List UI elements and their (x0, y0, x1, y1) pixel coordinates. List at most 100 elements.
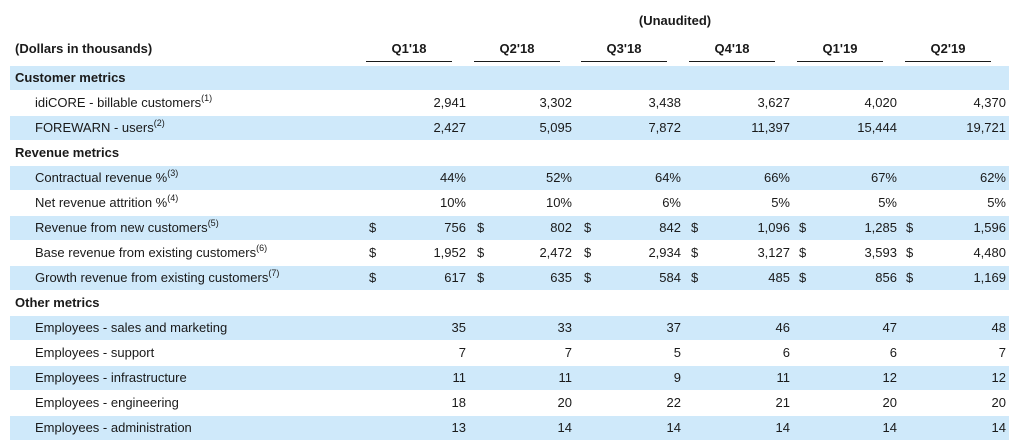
table-cell: 4,020 (864, 95, 897, 110)
table-row: Revenue from new customers(5) $756 $802 $84… (10, 215, 1009, 240)
column-header: Q1'19 (822, 41, 858, 56)
table-row: idiCORE - billable customers(1) 2,941 3,30… (10, 90, 1009, 115)
table-cell: 52% (545, 170, 572, 185)
row-label-text: FOREWARN - users (35, 120, 154, 135)
currency-symbol: $ (369, 220, 377, 235)
column-header-rule (797, 61, 883, 62)
section-header: Customer metrics (10, 65, 1009, 90)
currency-symbol: $ (691, 270, 699, 285)
table-cell: 1,596 (973, 220, 1006, 235)
row-label-text: Contractual revenue % (35, 170, 168, 185)
table-cell: 7,872 (648, 120, 681, 135)
table-cell: 22 (666, 395, 681, 410)
column-header-rule (366, 61, 452, 62)
table-row: FOREWARN - users(2) 2,427 5,095 7,872 11,397… (10, 115, 1009, 140)
row-label: Base revenue from existing customers(6) (35, 241, 267, 265)
table-cell: 67% (870, 170, 897, 185)
table-cell: 21 (775, 395, 790, 410)
currency-symbol: $ (477, 270, 485, 285)
currency-symbol: $ (369, 245, 377, 260)
footnote-marker: (4) (167, 193, 179, 203)
table-cell: 1,096 (757, 220, 790, 235)
table-cell: 46 (775, 320, 790, 335)
table-cell: 3,127 (757, 245, 790, 260)
column-header-rule (689, 61, 775, 62)
currency-symbol: $ (584, 270, 592, 285)
table-cell: 14 (991, 420, 1006, 435)
row-label-text: Net revenue attrition % (35, 195, 168, 210)
row-label: Net revenue attrition %(4) (35, 191, 178, 215)
section-title: Revenue metrics (15, 145, 120, 160)
table-cell: 3,302 (539, 95, 572, 110)
table-cell: 5% (771, 195, 790, 210)
table-cell: 5,095 (539, 120, 572, 135)
table-cell: 10% (439, 195, 466, 210)
column-header-rule (581, 61, 667, 62)
row-label: Employees - infrastructure (35, 366, 187, 390)
row-label: Contractual revenue %(3) (35, 166, 178, 190)
footnote-marker: (3) (167, 168, 179, 178)
footnote-marker: (1) (201, 93, 213, 103)
table-cell: 5% (987, 195, 1006, 210)
row-label: FOREWARN - users(2) (35, 116, 165, 140)
table-cell: 18 (451, 395, 466, 410)
table-cell: 35 (451, 320, 466, 335)
currency-symbol: $ (691, 245, 699, 260)
metrics-table: Customer metrics idiCORE - billable custo… (10, 65, 1009, 440)
table-cell: 1,285 (864, 220, 897, 235)
table-cell: 635 (550, 270, 572, 285)
column-header-rule (905, 61, 991, 62)
table-cell: 856 (875, 270, 897, 285)
currency-symbol: $ (477, 245, 485, 260)
table-cell: 10% (545, 195, 572, 210)
section-header: Revenue metrics (10, 140, 1009, 165)
table-cell: 11,397 (751, 120, 790, 135)
table-cell: 66% (763, 170, 790, 185)
table-cell: 64% (654, 170, 681, 185)
table-row: Net revenue attrition %(4) 10% 10% 6% 5% 5% 5% (10, 190, 1009, 215)
table-cell: 7 (998, 345, 1006, 360)
currency-symbol: $ (906, 220, 914, 235)
table-cell: 7 (564, 345, 572, 360)
row-label-text: Base revenue from existing customers (35, 245, 257, 260)
row-label-text: idiCORE - billable customers (35, 95, 202, 110)
table-cell: 2,941 (433, 95, 466, 110)
table-cell: 62% (979, 170, 1006, 185)
table-cell: 14 (775, 420, 790, 435)
table-cell: 12 (991, 370, 1006, 385)
table-row: Contractual revenue %(3) 44% 52% 64% 66% 67% 6… (10, 165, 1009, 190)
row-label-text: Employees - sales and marketing (35, 320, 228, 335)
row-label: Employees - engineering (35, 391, 179, 415)
table-row: Employees - support 7 7 5 6 6 7 (10, 340, 1009, 365)
table-cell: 3,593 (864, 245, 897, 260)
footnote-marker: (7) (268, 268, 280, 278)
column-header: Q1'18 (391, 41, 427, 56)
table-cell: 2,934 (648, 245, 681, 260)
row-label: Employees - support (35, 341, 154, 365)
currency-symbol: $ (906, 245, 914, 260)
table-cell: 2,472 (539, 245, 572, 260)
currency-symbol: $ (799, 245, 807, 260)
currency-symbol: $ (584, 220, 592, 235)
unit-label: (Dollars in thousands) (15, 41, 153, 56)
table-cell: 14 (557, 420, 572, 435)
table-row: Employees - administration 13 14 14 14 14 14 (10, 415, 1009, 440)
table-cell: 44% (439, 170, 466, 185)
currency-symbol: $ (369, 270, 377, 285)
table-cell: 47 (882, 320, 897, 335)
table-cell: 2,427 (433, 120, 466, 135)
currency-symbol: $ (799, 270, 807, 285)
row-label: Employees - administration (35, 416, 192, 440)
table-cell: 12 (882, 370, 897, 385)
column-header-rule (474, 61, 560, 62)
footnote-marker: (2) (153, 118, 165, 128)
table-cell: 13 (451, 420, 466, 435)
table-cell: 617 (444, 270, 466, 285)
table-row: Growth revenue from existing customers(7… (10, 265, 1009, 290)
table-row: Employees - sales and marketing 35 33 37 46 4… (10, 315, 1009, 340)
section-header: Other metrics (10, 290, 1009, 315)
footnote-marker: (5) (207, 218, 219, 228)
table-cell: 5% (878, 195, 897, 210)
table-cell: 19,721 (966, 120, 1006, 135)
